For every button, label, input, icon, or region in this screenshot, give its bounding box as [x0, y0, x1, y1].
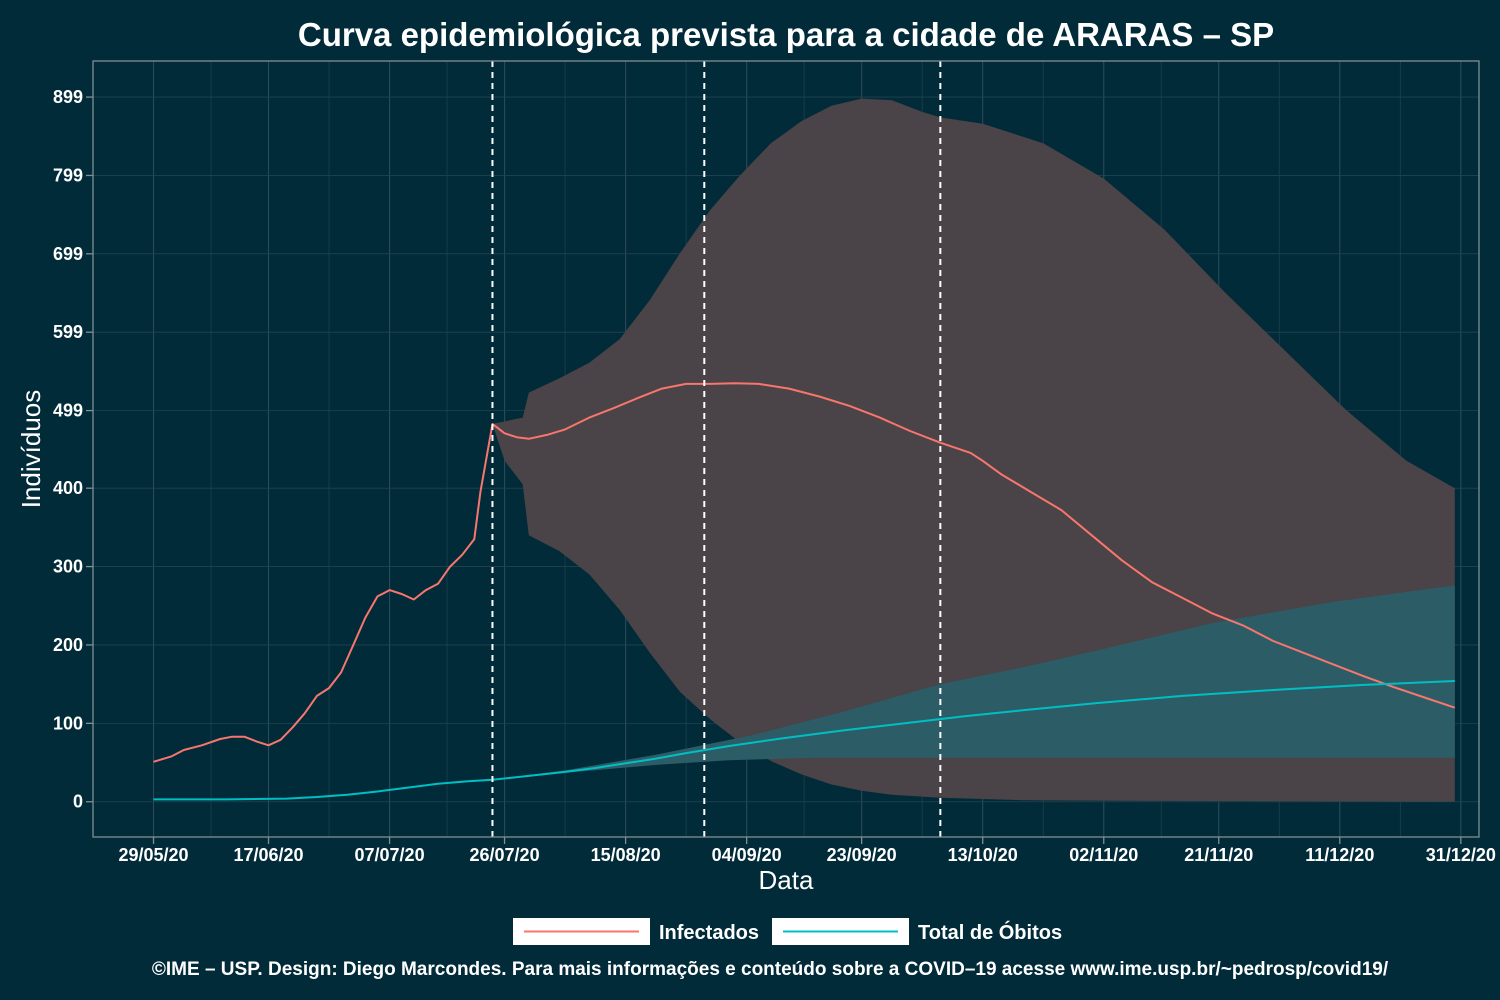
series-lines — [153, 382, 1456, 801]
x-tick-label: 29/05/20 — [118, 845, 188, 865]
band-total-de-bitos — [492, 585, 1455, 780]
y-tick-label: 699 — [53, 244, 83, 264]
plot-frame — [92, 60, 1480, 838]
y-tick-label: 899 — [53, 87, 83, 107]
x-tick-label: 31/12/20 — [1426, 845, 1496, 865]
chart-title: Curva epidemiológica prevista para a cid… — [298, 16, 1274, 53]
y-tick-label: 100 — [53, 713, 83, 733]
confidence-bands — [492, 98, 1455, 802]
x-tick-label: 11/12/20 — [1305, 845, 1374, 865]
y-tick-label: 300 — [53, 557, 83, 577]
x-tick-label: 07/07/20 — [355, 845, 425, 865]
x-tick-label: 15/08/20 — [591, 845, 661, 865]
legend: Infectados Total de Óbitos — [513, 918, 1062, 945]
x-tick-label: 17/06/20 — [233, 845, 303, 865]
y-axis: 0 100 200 300 400 499 599 699 799 899 — [53, 87, 93, 812]
x-axis-label: Data — [759, 865, 814, 895]
y-tick-label: 200 — [53, 635, 83, 655]
legend-label-infectados: Infectados — [659, 922, 759, 944]
x-tick-label: 21/11/20 — [1184, 845, 1253, 865]
x-axis: 29/05/20 17/06/20 07/07/20 26/07/20 15/08/20… — [118, 837, 1496, 865]
x-tick-label: 23/09/20 — [827, 845, 897, 865]
y-tick-label: 799 — [53, 165, 83, 185]
y-tick-label: 499 — [53, 401, 83, 421]
y-axis-label: Indivíduos — [16, 390, 46, 509]
x-tick-label: 04/09/20 — [712, 845, 782, 865]
reference-lines — [491, 61, 942, 837]
y-tick-label: 0 — [73, 792, 83, 812]
x-tick-label: 02/11/20 — [1069, 845, 1138, 865]
series-line-total-de-bitos — [153, 680, 1455, 801]
x-tick-label: 13/10/20 — [948, 845, 1018, 865]
y-tick-label: 599 — [53, 322, 83, 342]
plot-border — [92, 60, 1480, 838]
series-line-infectados — [153, 382, 1456, 763]
caption: ©IME – USP. Design: Diego Marcondes. Par… — [152, 959, 1389, 980]
legend-label-obitos: Total de Óbitos — [918, 920, 1062, 944]
y-tick-label: 400 — [53, 478, 83, 498]
x-tick-label: 26/07/20 — [470, 845, 540, 865]
